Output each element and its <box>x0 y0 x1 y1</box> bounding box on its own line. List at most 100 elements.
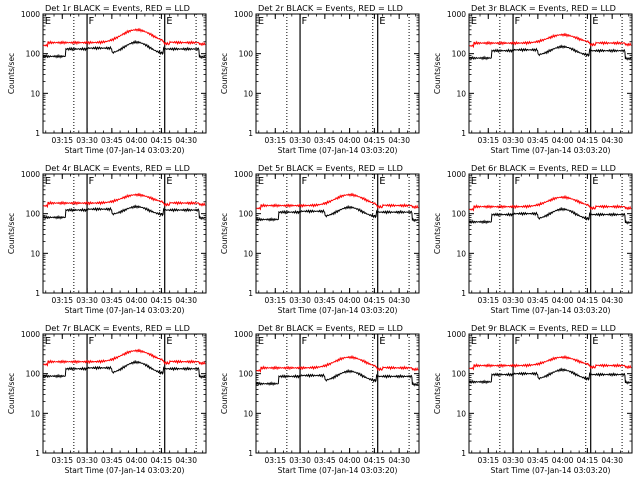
x-tick-label: 03:15 <box>264 136 286 145</box>
x-tick-label: 03:45 <box>101 136 123 145</box>
x-tick-label: 04:30 <box>388 456 410 465</box>
x-tick-label: 04:00 <box>552 296 574 305</box>
panel-det-9r: Det 9r BLACK = Events, RED = LLD 1 10 100 10… <box>433 323 633 475</box>
x-tick-label: 04:30 <box>175 456 197 465</box>
y-axis-label: Counts/sec <box>7 213 16 254</box>
y-tick-label: 1 <box>35 289 40 298</box>
plot-frame <box>468 13 633 134</box>
x-axis-label: Start Time (07-Jan-14 03:03:20) <box>65 466 185 475</box>
y-axis-label: Counts/sec <box>220 53 229 94</box>
plot-frame <box>255 173 420 294</box>
x-tick-label: 03:30 <box>289 136 311 145</box>
x-tick-label: 04:00 <box>552 136 574 145</box>
x-tick-label: 03:30 <box>76 296 98 305</box>
marker-label: E <box>471 336 477 347</box>
panel-title: Det 9r BLACK = Events, RED = LLD <box>471 323 616 333</box>
x-tick-label: 04:30 <box>388 296 410 305</box>
marker-label: F <box>302 336 308 347</box>
marker-label: E <box>166 176 172 187</box>
x-axis-label: Start Time (07-Jan-14 03:03:20) <box>278 146 398 155</box>
y-axis-label: Counts/sec <box>7 373 16 414</box>
x-axis-label: Start Time (07-Jan-14 03:03:20) <box>491 306 611 315</box>
x-tick-label: 04:00 <box>126 296 148 305</box>
panel-det-8r: Det 8r BLACK = Events, RED = LLD 1 10 100 10… <box>220 323 420 475</box>
marker-label: E <box>45 16 51 27</box>
x-tick-label: 04:30 <box>601 296 623 305</box>
y-axis-label: Counts/sec <box>433 373 442 414</box>
marker-label: E <box>592 336 598 347</box>
y-tick-label: 100 <box>239 50 254 59</box>
panel-det-2r: Det 2r BLACK = Events, RED = LLD 1 10 100 10… <box>220 3 420 155</box>
x-tick-label: 03:45 <box>314 296 336 305</box>
panel-title: Det 5r BLACK = Events, RED = LLD <box>258 163 403 173</box>
plot-frame <box>468 173 633 294</box>
y-tick-label: 10 <box>243 409 253 418</box>
marker-label: E <box>592 176 598 187</box>
x-axis-label: Start Time (07-Jan-14 03:03:20) <box>278 466 398 475</box>
x-axis-label: Start Time (07-Jan-14 03:03:20) <box>278 306 398 315</box>
series-events-line <box>468 367 632 385</box>
marker-label: F <box>89 336 95 347</box>
y-tick-label: 1 <box>248 129 253 138</box>
x-tick-label: 03:30 <box>289 456 311 465</box>
y-tick-label: 1 <box>461 449 466 458</box>
x-tick-label: 03:45 <box>101 296 123 305</box>
y-tick-label: 100 <box>452 50 467 59</box>
x-tick-label: 04:15 <box>364 136 386 145</box>
series-lld-line <box>43 27 206 48</box>
panel-title: Det 4r BLACK = Events, RED = LLD <box>45 163 190 173</box>
series-events-line <box>255 368 419 387</box>
y-tick-label: 1 <box>35 449 40 458</box>
y-axis-label: Counts/sec <box>7 53 16 94</box>
panel-det-7r: Det 7r BLACK = Events, RED = LLD 1 10 100 10… <box>7 323 207 475</box>
series-events-line <box>468 44 632 61</box>
marker-label: F <box>515 176 521 187</box>
series-events-line <box>255 204 419 223</box>
x-axis-label: Start Time (07-Jan-14 03:03:20) <box>65 306 185 315</box>
plot-frame <box>42 173 207 294</box>
x-tick-label: 03:30 <box>76 136 98 145</box>
series-lld-line <box>469 32 632 49</box>
x-tick-label: 03:30 <box>289 296 311 305</box>
series-lld-line <box>43 192 206 209</box>
series-events-line <box>42 204 206 221</box>
panel-title: Det 1r BLACK = Events, RED = LLD <box>45 3 190 13</box>
marker-label: F <box>302 16 308 27</box>
x-tick-label: 04:00 <box>126 136 148 145</box>
x-tick-label: 03:15 <box>477 296 499 305</box>
panel-det-5r: Det 5r BLACK = Events, RED = LLD 1 10 100 10… <box>220 163 420 315</box>
x-tick-label: 03:30 <box>502 456 524 465</box>
x-tick-label: 04:30 <box>175 136 197 145</box>
marker-label: F <box>515 16 521 27</box>
y-tick-label: 100 <box>452 370 467 379</box>
y-tick-label: 1000 <box>234 170 253 179</box>
y-tick-label: 10 <box>456 409 466 418</box>
x-tick-label: 04:00 <box>126 456 148 465</box>
x-tick-label: 03:15 <box>264 296 286 305</box>
y-tick-label: 100 <box>26 370 41 379</box>
x-tick-label: 03:30 <box>76 456 98 465</box>
x-tick-label: 04:30 <box>601 456 623 465</box>
x-tick-label: 04:30 <box>388 136 410 145</box>
y-tick-label: 100 <box>26 210 41 219</box>
marker-label: E <box>379 336 385 347</box>
y-tick-label: 1000 <box>234 330 253 339</box>
y-tick-label: 10 <box>30 249 40 258</box>
x-tick-label: 03:15 <box>51 296 73 305</box>
x-tick-label: 03:45 <box>314 456 336 465</box>
x-tick-label: 03:30 <box>502 296 524 305</box>
x-tick-label: 03:15 <box>477 456 499 465</box>
x-tick-label: 03:15 <box>477 136 499 145</box>
panel-title: Det 8r BLACK = Events, RED = LLD <box>258 323 403 333</box>
y-tick-label: 1000 <box>21 170 40 179</box>
y-tick-label: 1000 <box>447 330 466 339</box>
x-tick-label: 04:15 <box>577 456 599 465</box>
marker-label: E <box>258 176 264 187</box>
y-axis-label: Counts/sec <box>220 373 229 414</box>
marker-label: E <box>258 16 264 27</box>
x-tick-label: 03:15 <box>51 456 73 465</box>
y-tick-label: 1000 <box>21 330 40 339</box>
series-events-line <box>42 359 206 379</box>
x-tick-label: 03:45 <box>527 456 549 465</box>
y-tick-label: 1000 <box>234 10 253 19</box>
